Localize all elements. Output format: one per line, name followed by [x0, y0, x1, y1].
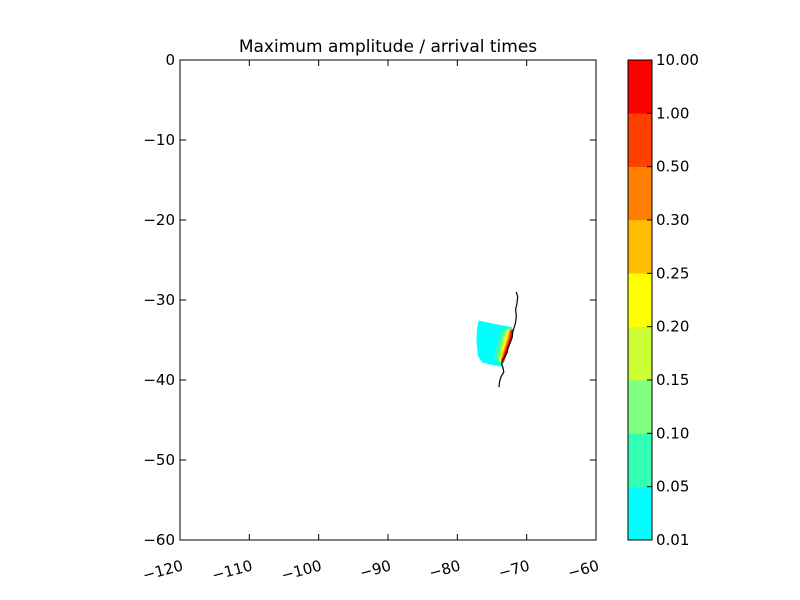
x-tick-label: −90 [358, 556, 393, 582]
x-tick-label: −120 [141, 556, 185, 584]
y-tick-label: −30 [143, 291, 175, 309]
colorbar-label: 0.05 [656, 478, 689, 496]
colorbar-segment [628, 113, 652, 167]
colorbar-label: 0.50 [656, 158, 689, 176]
colorbar-label: 0.01 [656, 531, 689, 549]
colorbar-label: 1.00 [656, 104, 689, 122]
colorbar-segment [628, 486, 652, 541]
colorbar-segment [628, 380, 652, 434]
colorbar-segment [628, 60, 652, 114]
colorbar-frame [627, 59, 653, 541]
plot-background [180, 60, 596, 540]
y-tick-label: −40 [143, 371, 175, 389]
x-tick-label: −60 [566, 556, 601, 582]
coastline [498, 291, 519, 388]
y-tick-label: −10 [143, 131, 175, 149]
colorbar-segment [628, 166, 652, 221]
colorbar-label: 0.30 [656, 211, 689, 229]
x-tick-label: −100 [279, 556, 323, 584]
colorbar: 0.01 0.05 0.10 0.15 0.20 0.25 0.30 0.50 1.00 10.0… [627, 51, 699, 549]
y-tick-label: −50 [143, 451, 175, 469]
colorbar-label: 0.15 [656, 371, 689, 389]
colorbar-segment [628, 326, 652, 381]
contour-bands [476, 320, 514, 367]
colorbar-labels: 0.01 0.05 0.10 0.15 0.20 0.25 0.30 0.50 1.00 10.0… [647, 51, 699, 549]
x-tick-label: −110 [210, 556, 254, 584]
colorbar-label: 0.20 [656, 318, 689, 336]
y-tick-label: 0 [165, 51, 175, 69]
y-tick-label: −60 [143, 531, 175, 549]
colorbar-segment [628, 220, 652, 274]
x-tick-label: −70 [496, 556, 531, 582]
colorbar-label: 10.00 [656, 51, 699, 69]
x-tick-label: −80 [427, 556, 462, 582]
colorbar-segment [628, 273, 652, 327]
colorbar-label: 0.10 [656, 424, 689, 442]
colorbar-label: 0.25 [656, 264, 689, 282]
chart-title: Maximum amplitude / arrival times [239, 37, 537, 57]
colorbar-segment [628, 433, 652, 487]
y-tick-label: −20 [143, 211, 175, 229]
coastline-line [498, 291, 519, 388]
colorbar-segments [628, 60, 652, 541]
y-axis: 0 −10 −20 −30 −40 −50 −60 [143, 51, 596, 549]
plot-area [179, 59, 597, 541]
